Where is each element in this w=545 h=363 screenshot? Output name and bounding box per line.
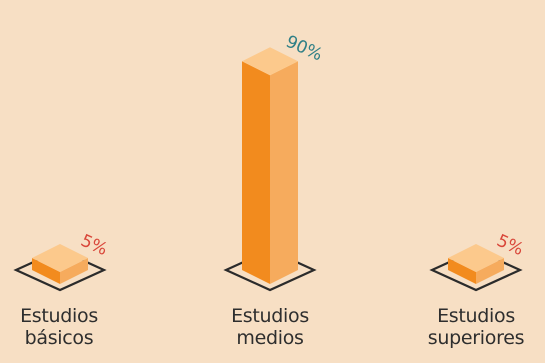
category-label-superiores-line2: superiores [427, 327, 525, 349]
category-label-medios-line2: medios [236, 327, 304, 349]
category-label-basicos: Estudios básicos [0, 305, 119, 349]
bar-basicos: 5% [13, 231, 110, 292]
bar-top-face [448, 244, 504, 272]
category-label-superiores: Estudios superiores [416, 305, 536, 349]
bar-side-face [476, 258, 504, 284]
bar-side-face [270, 61, 298, 285]
bar-top-face [242, 47, 298, 76]
bar-front-face [448, 258, 476, 284]
bar-superiores: 5% [429, 231, 526, 292]
bar-medios: 90% [223, 32, 325, 292]
category-label-basicos-line1: Estudios [20, 305, 98, 327]
bar-front-face [242, 61, 270, 285]
bar-top-face [32, 244, 88, 272]
bar-front-face [32, 258, 60, 284]
category-label-superiores-line1: Estudios [437, 305, 515, 327]
category-label-medios-line1: Estudios [231, 305, 309, 327]
category-label-basicos-line2: básicos [24, 327, 94, 349]
bar-side-face [60, 258, 88, 284]
category-label-medios: Estudios medios [210, 305, 330, 349]
